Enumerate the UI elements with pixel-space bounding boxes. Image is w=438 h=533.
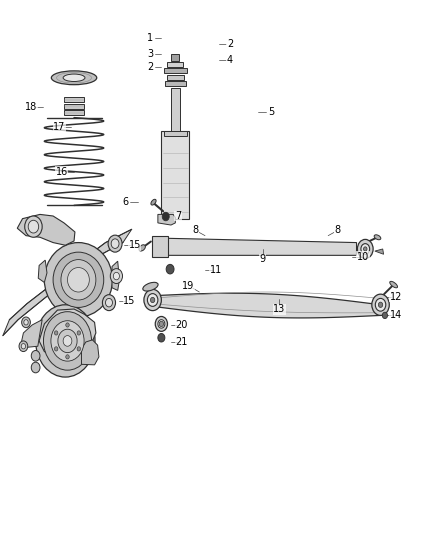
Bar <box>166 75 184 80</box>
Text: 5: 5 <box>268 107 275 117</box>
Text: 2: 2 <box>227 39 233 49</box>
Text: 15: 15 <box>128 240 141 250</box>
Bar <box>171 54 179 61</box>
Circle shape <box>35 305 95 377</box>
Text: 15: 15 <box>124 296 136 306</box>
Circle shape <box>25 216 42 237</box>
Text: 11: 11 <box>210 265 222 275</box>
Circle shape <box>28 220 39 233</box>
Circle shape <box>21 317 30 328</box>
Circle shape <box>54 347 58 351</box>
Polygon shape <box>168 238 357 255</box>
Circle shape <box>108 235 122 252</box>
Ellipse shape <box>159 321 163 327</box>
Ellipse shape <box>151 199 156 205</box>
Circle shape <box>158 334 165 342</box>
Text: 20: 20 <box>176 320 188 330</box>
Polygon shape <box>152 293 381 318</box>
Ellipse shape <box>44 243 113 317</box>
Ellipse shape <box>390 281 398 288</box>
Circle shape <box>54 331 58 335</box>
Bar <box>64 110 84 115</box>
Polygon shape <box>152 236 168 257</box>
Circle shape <box>144 289 161 311</box>
Ellipse shape <box>51 71 97 85</box>
Circle shape <box>21 344 25 349</box>
Circle shape <box>166 264 174 274</box>
Circle shape <box>102 295 116 311</box>
Text: 8: 8 <box>335 225 341 236</box>
Ellipse shape <box>67 268 89 292</box>
Text: 2: 2 <box>147 62 154 72</box>
Text: 18: 18 <box>25 102 37 112</box>
Circle shape <box>361 244 370 254</box>
Circle shape <box>66 355 69 359</box>
Text: 3: 3 <box>148 49 153 59</box>
Circle shape <box>19 341 28 352</box>
Circle shape <box>357 239 373 259</box>
Circle shape <box>111 239 119 248</box>
Circle shape <box>375 298 386 311</box>
Circle shape <box>155 317 167 332</box>
Bar <box>164 68 187 73</box>
Circle shape <box>31 351 40 361</box>
Ellipse shape <box>139 245 145 251</box>
Polygon shape <box>3 229 132 336</box>
Ellipse shape <box>61 260 96 300</box>
Bar <box>167 62 183 67</box>
Polygon shape <box>17 214 75 245</box>
Polygon shape <box>39 309 96 358</box>
Polygon shape <box>21 320 42 348</box>
Circle shape <box>378 302 383 308</box>
Text: 17: 17 <box>53 122 65 132</box>
Polygon shape <box>38 260 47 282</box>
Circle shape <box>113 272 120 280</box>
Polygon shape <box>81 340 99 365</box>
Circle shape <box>77 331 81 335</box>
Bar <box>165 82 186 86</box>
Circle shape <box>58 329 77 353</box>
Text: 16: 16 <box>56 167 68 177</box>
Circle shape <box>31 362 40 373</box>
Circle shape <box>364 247 367 251</box>
Bar <box>164 131 187 136</box>
Circle shape <box>148 294 158 306</box>
Bar <box>64 104 84 109</box>
Circle shape <box>63 336 72 346</box>
Circle shape <box>51 321 84 361</box>
Circle shape <box>24 320 28 325</box>
Polygon shape <box>112 261 120 290</box>
Circle shape <box>106 298 113 307</box>
Text: 14: 14 <box>390 310 402 320</box>
Ellipse shape <box>143 282 158 291</box>
Text: 7: 7 <box>175 211 181 221</box>
Circle shape <box>150 297 155 303</box>
Circle shape <box>43 312 92 370</box>
Bar <box>161 131 189 219</box>
Text: 6: 6 <box>122 197 128 207</box>
Circle shape <box>158 320 165 328</box>
Text: 4: 4 <box>227 55 233 65</box>
Text: 10: 10 <box>357 252 369 262</box>
Polygon shape <box>158 214 175 225</box>
Bar <box>64 98 84 102</box>
Text: 13: 13 <box>273 304 286 314</box>
Circle shape <box>162 212 169 221</box>
Polygon shape <box>375 249 384 254</box>
Circle shape <box>110 269 123 284</box>
Bar <box>171 88 180 131</box>
Text: 8: 8 <box>192 225 198 236</box>
Circle shape <box>77 347 81 351</box>
Ellipse shape <box>53 252 104 308</box>
Circle shape <box>372 294 389 316</box>
Text: 9: 9 <box>260 254 266 264</box>
Text: 21: 21 <box>176 337 188 347</box>
Ellipse shape <box>374 235 381 240</box>
Circle shape <box>382 312 388 319</box>
Circle shape <box>66 323 69 327</box>
Text: 19: 19 <box>182 281 194 290</box>
Text: 12: 12 <box>390 292 402 302</box>
Text: 1: 1 <box>148 33 153 43</box>
Ellipse shape <box>63 74 85 82</box>
